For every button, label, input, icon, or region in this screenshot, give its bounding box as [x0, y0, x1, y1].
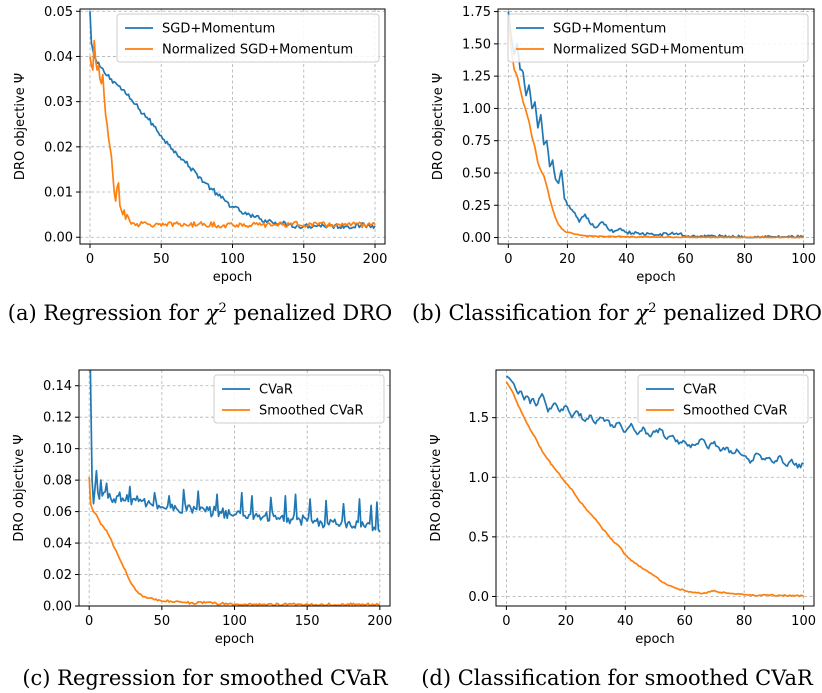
series-line-cvar	[505, 375, 804, 469]
legend-label: CVaR	[259, 383, 293, 398]
plot-frame	[497, 8, 815, 245]
y-tick-label: 0.08	[43, 474, 72, 489]
caption-b-prefix: (b) Classification for	[412, 301, 636, 325]
chart-c: 0 50 100 150 200 0.00 0.02 0.04 0.06 0.08 0.10 0.12…	[12, 369, 392, 647]
x-tick-label: 20	[559, 252, 576, 267]
x-tick-label: 40	[618, 252, 635, 267]
y-tick-label: 1.50	[462, 37, 491, 52]
y-tick-label: 1.00	[462, 102, 491, 117]
y-tick-label: 0.00	[43, 600, 72, 615]
legend: SGD+Momentum Normalized SGD+Momentum	[116, 13, 380, 63]
x-tick-label: 40	[617, 614, 634, 629]
x-tick-label: 20	[558, 614, 575, 629]
y-tick-label: 0.00	[462, 231, 491, 246]
legend-label: SGD+Momentum	[162, 22, 275, 37]
series-line-normalized-sgd-momentum	[89, 39, 376, 229]
y-tick-label: 0.02	[44, 140, 73, 155]
caption-b-symbol: χ	[635, 301, 649, 325]
x-tick-label: 150	[291, 252, 316, 267]
y-tick-label: 1.5	[468, 411, 489, 426]
legend-label: Smoothed CVaR	[259, 404, 364, 419]
y-tick-label: 0.14	[43, 379, 72, 394]
chart-b: 0 20 40 60 80 100 0.00 0.25 0.50 0.75 1.00 1.25 1.50…	[431, 5, 816, 285]
caption-d-text: (d) Classification for smoothed CVaR	[421, 666, 813, 690]
x-tick-label: 0	[86, 252, 94, 267]
legend-label: Normalized SGD+Momentum	[162, 43, 353, 58]
x-axis-label: epoch	[215, 632, 255, 647]
y-tick-label: 0.25	[462, 199, 491, 214]
legend: SGD+Momentum Normalized SGD+Momentum	[507, 13, 809, 63]
y-tick-label: 0.12	[43, 411, 72, 426]
y-tick-label: 0.10	[43, 442, 72, 457]
y-axis-label: DRO objective Ψ	[431, 73, 446, 180]
x-tick-label: 200	[363, 252, 388, 267]
caption-a-suffix: penalized DRO	[226, 301, 393, 325]
y-tick-label: 0.04	[44, 50, 73, 65]
chart-a: 0 50 100 150 200 0.00 0.01 0.02 0.03 0.04 0.05 epoc…	[13, 5, 387, 285]
y-tick-label: 0.04	[43, 537, 72, 552]
legend-box	[213, 374, 385, 424]
y-tick-label: 1.0	[468, 471, 489, 486]
y-tick-label: 0.03	[44, 95, 73, 110]
caption-c: (c) Regression for smoothed CVaR	[0, 666, 410, 690]
series-line-normalized-sgd-momentum	[507, 17, 804, 239]
x-axis-label: epoch	[213, 270, 253, 285]
x-tick-label: 100	[220, 252, 245, 267]
x-tick-label: 0	[504, 252, 512, 267]
y-tick-label: 0.00	[44, 231, 73, 246]
plot-frame	[495, 369, 815, 607]
x-tick-label: 60	[676, 614, 693, 629]
y-tick-label: 0.02	[43, 568, 72, 583]
caption-b-suffix: penalized DRO	[656, 301, 822, 325]
x-tick-label: 80	[736, 252, 753, 267]
caption-a-symbol: χ	[205, 301, 219, 325]
x-tick-label: 100	[222, 614, 247, 629]
x-tick-label: 100	[791, 252, 816, 267]
caption-c-text: (c) Regression for smoothed CVaR	[22, 666, 388, 690]
legend-label: SGD+Momentum	[553, 22, 666, 37]
x-axis-label: epoch	[636, 270, 676, 285]
x-tick-label: 200	[367, 614, 392, 629]
x-tick-label: 80	[736, 614, 753, 629]
x-tick-label: 100	[791, 614, 816, 629]
x-tick-label: 0	[502, 614, 510, 629]
y-tick-label: 0.50	[462, 166, 491, 181]
y-tick-label: 1.25	[462, 70, 491, 85]
x-axis-label: epoch	[635, 632, 675, 647]
y-tick-label: 0.5	[468, 530, 489, 545]
caption-a-prefix: (a) Regression for	[7, 301, 206, 325]
series-line-cvar	[89, 370, 381, 533]
y-axis-label: DRO objective Ψ	[12, 434, 27, 541]
x-tick-label: 50	[153, 252, 170, 267]
y-axis-label: DRO objective Ψ	[429, 434, 444, 541]
caption-d: (d) Classification for smoothed CVaR	[412, 666, 822, 690]
x-tick-label: 50	[154, 614, 171, 629]
y-tick-label: 0.05	[44, 5, 73, 20]
caption-b-sup: 2	[648, 301, 657, 316]
legend-label: CVaR	[683, 383, 717, 398]
legend-box	[116, 13, 380, 63]
series-line-smoothed-cvar	[88, 476, 381, 606]
legend-box	[637, 374, 809, 424]
y-tick-label: 1.75	[462, 5, 491, 20]
chart-d: 0 20 40 60 80 100 0.0 0.5 1.0 1.5 epoch DRO objecti…	[429, 369, 816, 647]
y-tick-label: 0.06	[43, 505, 72, 520]
x-tick-label: 60	[677, 252, 694, 267]
legend-box	[507, 13, 809, 63]
legend: CVaR Smoothed CVaR	[637, 374, 809, 424]
caption-a-sup: 2	[218, 301, 227, 316]
legend-label: Normalized SGD+Momentum	[553, 43, 744, 58]
y-axis-label: DRO objective Ψ	[13, 73, 28, 180]
series-line-smoothed-cvar	[505, 381, 804, 598]
y-tick-label: 0.75	[462, 134, 491, 149]
legend-label: Smoothed CVaR	[683, 404, 788, 419]
y-tick-label: 0.0	[468, 590, 489, 605]
caption-b: (b) Classification for χ2 penalized DRO	[412, 301, 822, 325]
x-tick-label: 0	[85, 614, 93, 629]
caption-a: (a) Regression for χ2 penalized DRO	[0, 301, 400, 325]
legend: CVaR Smoothed CVaR	[213, 374, 385, 424]
x-tick-label: 150	[295, 614, 320, 629]
y-tick-label: 0.01	[44, 186, 73, 201]
